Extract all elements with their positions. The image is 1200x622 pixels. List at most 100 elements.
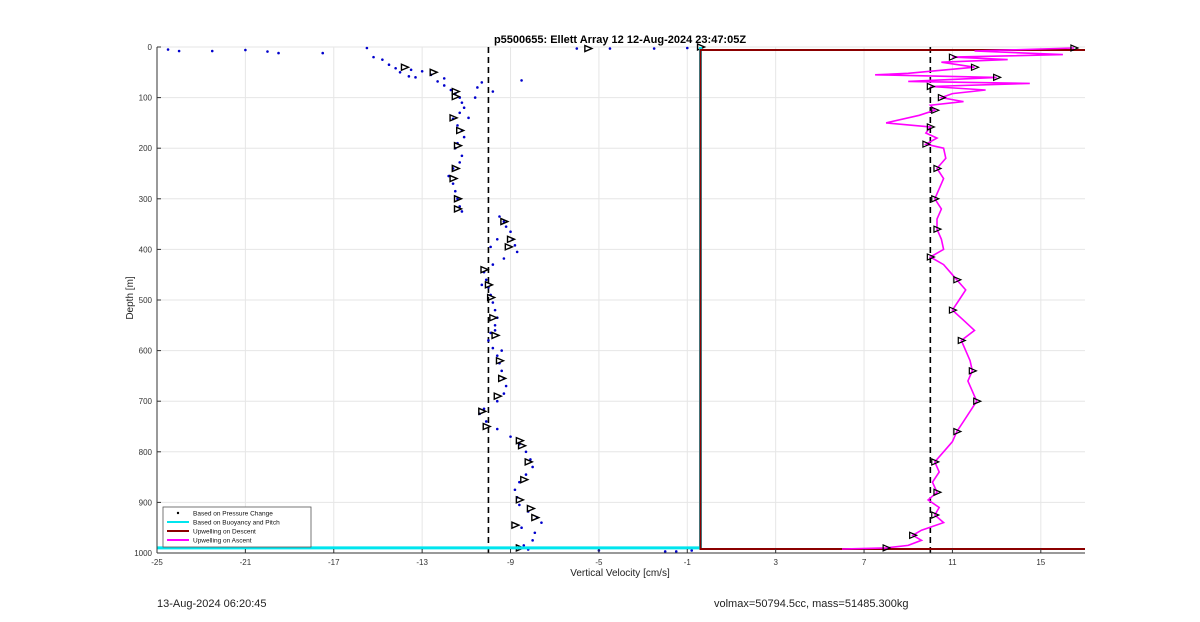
triangle-marker xyxy=(506,235,517,244)
data-point xyxy=(407,75,411,78)
triangle-marker xyxy=(429,68,439,77)
y-tick-label: 200 xyxy=(139,144,153,153)
data-point xyxy=(531,465,534,469)
data-point xyxy=(266,50,269,53)
triangle-marker xyxy=(453,204,464,213)
triangle-marker xyxy=(482,422,492,431)
data-point xyxy=(480,81,484,84)
data-point xyxy=(502,220,506,223)
ascent-triangle-marker xyxy=(882,544,892,552)
triangle-marker xyxy=(531,513,541,522)
data-point xyxy=(663,550,667,553)
ascent-triangle-marker xyxy=(931,106,941,115)
triangle-marker xyxy=(451,87,462,96)
footer-params: volmax=50794.5cc, mass=51485.300kg xyxy=(714,598,909,610)
ascent-triangle-marker xyxy=(973,397,983,406)
data-point xyxy=(436,80,439,83)
chart-title: p5500655: Ellett Array 12 12-Aug-2024 23… xyxy=(494,34,746,46)
x-tick-label: -17 xyxy=(328,558,340,567)
x-tick-label: 15 xyxy=(1036,558,1045,567)
triangle-marker xyxy=(500,217,510,226)
ascent-triangle-marker xyxy=(970,63,981,72)
data-point xyxy=(504,384,508,388)
data-point xyxy=(456,124,459,127)
x-tick-label: -13 xyxy=(416,558,428,567)
data-point xyxy=(524,473,528,476)
y-tick-label: 1000 xyxy=(134,549,152,558)
ascent-triangle-marker xyxy=(937,93,947,102)
data-point xyxy=(451,182,455,185)
grid xyxy=(156,46,1085,554)
triangle-marker xyxy=(486,293,497,302)
data-point xyxy=(652,47,656,50)
ascent-triangle-marker xyxy=(957,336,967,345)
ascent-triangle-marker xyxy=(926,253,936,261)
ascent-triangle-marker xyxy=(948,53,958,62)
data-point xyxy=(458,161,462,164)
y-tick-label: 500 xyxy=(139,296,153,305)
triangle-marker xyxy=(478,407,488,416)
data-point xyxy=(456,197,459,201)
data-point xyxy=(409,68,413,72)
ascent-triangle-marker xyxy=(933,488,943,497)
triangle-marker xyxy=(451,92,462,101)
legend-label: Based on Buoyancy and Pitch xyxy=(193,520,280,527)
data-point xyxy=(491,90,495,93)
data-point xyxy=(365,46,369,50)
ascent-triangle-marker xyxy=(931,458,941,466)
x-tick-label: -9 xyxy=(507,558,515,567)
data-point xyxy=(529,458,532,461)
data-point xyxy=(462,106,466,110)
legend-label: Upwelling on Descent xyxy=(193,529,256,536)
legend-marker xyxy=(176,511,180,515)
triangle-marker xyxy=(491,331,501,340)
x-tick-label: -25 xyxy=(151,558,163,567)
ascent-triangle-marker xyxy=(993,73,1003,82)
data-point xyxy=(495,354,499,357)
data-point xyxy=(515,250,519,254)
triangle-marker xyxy=(497,374,508,383)
y-tick-label: 400 xyxy=(139,245,153,254)
data-point xyxy=(458,205,462,208)
ascent-triangle-marker xyxy=(922,140,932,149)
triangle-marker xyxy=(484,280,495,289)
series-line-2 xyxy=(157,47,702,550)
triangle-marker xyxy=(504,242,515,251)
triangle-marker xyxy=(449,174,459,183)
triangle-marker xyxy=(520,475,530,484)
y-tick-label: 0 xyxy=(148,43,153,52)
data-point xyxy=(608,47,612,50)
data-point xyxy=(476,86,479,89)
axes: -25 -21 -17 -13 -9 -5 -1 3 7 11 150100200300400500… xyxy=(134,43,1085,567)
series-layer xyxy=(157,42,1085,553)
data-point xyxy=(509,435,512,438)
series-line-3 xyxy=(699,49,1085,550)
data-point xyxy=(513,244,517,247)
triangle-marker xyxy=(526,504,537,513)
legend-label: Based on Pressure Change xyxy=(193,511,273,518)
x-axis-label: Vertical Velocity [cm/s] xyxy=(570,568,670,579)
data-point xyxy=(480,283,484,287)
ascent-triangle-marker xyxy=(909,531,919,540)
data-point xyxy=(495,427,499,431)
data-point xyxy=(447,174,450,178)
data-point xyxy=(493,308,497,312)
data-point xyxy=(540,521,543,524)
data-point xyxy=(458,111,462,115)
data-point xyxy=(502,257,506,260)
series-line-4 xyxy=(841,47,1075,550)
ascent-triangle-marker xyxy=(933,164,943,173)
data-point xyxy=(462,135,466,139)
data-point xyxy=(518,503,521,507)
data-point xyxy=(491,263,495,266)
data-point xyxy=(509,230,512,233)
data-point xyxy=(473,96,477,99)
data-point xyxy=(482,407,486,411)
data-point xyxy=(500,349,503,352)
data-point xyxy=(387,63,391,67)
data-point xyxy=(177,49,181,53)
data-point xyxy=(520,79,523,82)
x-tick-label: -1 xyxy=(684,558,692,567)
triangle-marker xyxy=(493,392,504,401)
data-point xyxy=(495,237,499,241)
